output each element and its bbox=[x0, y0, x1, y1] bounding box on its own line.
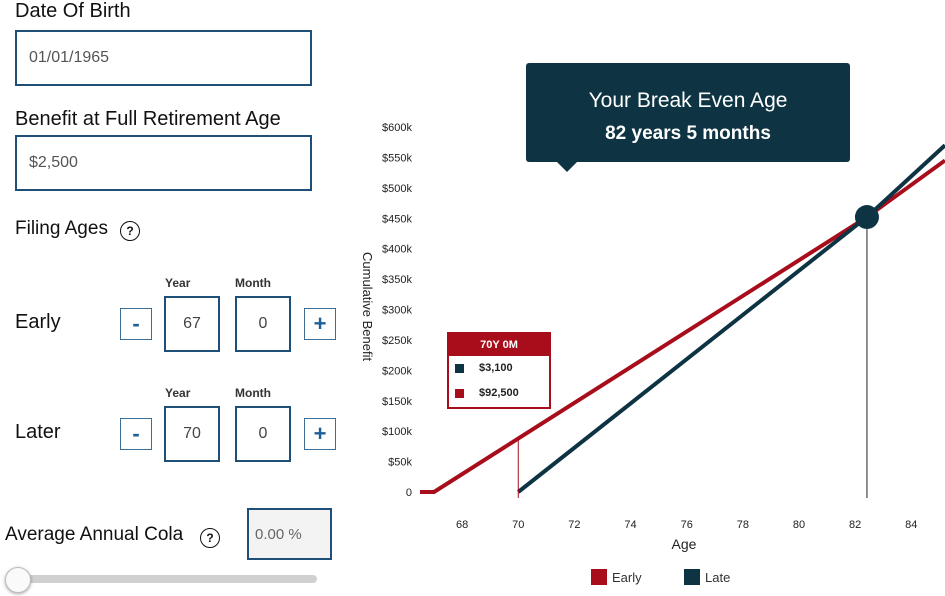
later-decrement-button[interactable]: - bbox=[120, 418, 152, 450]
y-tick-label: $350k bbox=[382, 274, 412, 286]
cola-value: 0.00 % bbox=[255, 525, 302, 543]
legend-early-swatch bbox=[591, 569, 607, 585]
break-even-value: 82 years 5 months bbox=[605, 123, 771, 144]
y-tick-label: $200k bbox=[382, 365, 412, 377]
benefit-input[interactable]: $2,500 bbox=[15, 135, 312, 191]
y-tick-label: $150k bbox=[382, 396, 412, 408]
early-decrement-button[interactable]: - bbox=[120, 308, 152, 340]
legend-late[interactable]: Late bbox=[684, 569, 730, 585]
y-tick-label: $450k bbox=[382, 213, 412, 225]
hover-early-value: $92,500 bbox=[479, 387, 519, 399]
hover-tooltip-header: 70Y 0M bbox=[449, 334, 549, 356]
x-tick-label: 76 bbox=[681, 519, 693, 531]
y-tick-label: $300k bbox=[382, 305, 412, 317]
early-increment-button[interactable]: + bbox=[304, 308, 336, 340]
y-tick-label: $550k bbox=[382, 152, 412, 164]
hover-late-value: $3,100 bbox=[479, 362, 513, 374]
filing-ages-help-icon[interactable]: ? bbox=[120, 221, 140, 241]
legend-early[interactable]: Early bbox=[591, 569, 642, 585]
legend-late-swatch bbox=[684, 569, 700, 585]
early-year-header: Year bbox=[165, 276, 191, 290]
early-label: Early bbox=[15, 311, 61, 333]
early-month-header: Month bbox=[235, 276, 271, 290]
x-tick-label: 68 bbox=[456, 519, 468, 531]
later-increment-button[interactable]: + bbox=[304, 418, 336, 450]
hover-tooltip-row-late: $3,100 bbox=[449, 356, 549, 381]
y-axis-label: Cumulative Benefit bbox=[360, 252, 375, 361]
early-swatch bbox=[455, 389, 464, 398]
later-year-input[interactable]: 70 bbox=[164, 406, 220, 462]
x-tick-label: 70 bbox=[512, 519, 524, 531]
series-line-early bbox=[420, 158, 945, 494]
later-label: Later bbox=[15, 421, 61, 443]
tooltip-pointer bbox=[557, 162, 577, 172]
cola-help-icon[interactable]: ? bbox=[200, 528, 220, 548]
x-tick-label: 74 bbox=[624, 519, 636, 531]
later-month-header: Month bbox=[235, 386, 271, 400]
y-tick-label: $100k bbox=[382, 426, 412, 438]
x-tick-label: 84 bbox=[905, 519, 917, 531]
benefit-label: Benefit at Full Retirement Age bbox=[15, 108, 281, 130]
dob-input[interactable]: 01/01/1965 bbox=[15, 30, 312, 86]
x-tick-label: 78 bbox=[737, 519, 749, 531]
later-month-input[interactable]: 0 bbox=[235, 406, 291, 462]
cola-input[interactable]: 0.00 % bbox=[247, 508, 332, 560]
y-tick-label: $600k bbox=[382, 122, 412, 134]
break-even-tooltip: Your Break Even Age 82 years 5 months bbox=[526, 63, 850, 162]
benefit-value: $2,500 bbox=[29, 154, 78, 171]
later-year-header: Year bbox=[165, 386, 191, 400]
x-tick-label: 80 bbox=[793, 519, 805, 531]
legend-early-label: Early bbox=[612, 569, 642, 585]
hover-tooltip-row-early: $92,500 bbox=[449, 381, 549, 406]
dob-label: Date Of Birth bbox=[15, 0, 131, 22]
y-tick-label: 0 bbox=[406, 487, 412, 499]
y-tick-label: $500k bbox=[382, 183, 412, 195]
x-axis-label: Age bbox=[672, 536, 697, 552]
y-tick-label: $50k bbox=[388, 457, 412, 469]
cola-slider-track[interactable] bbox=[10, 575, 317, 583]
x-tick-label: 72 bbox=[568, 519, 580, 531]
cola-label: Average Annual Cola bbox=[5, 524, 184, 545]
break-even-marker[interactable] bbox=[854, 205, 879, 230]
legend-late-label: Late bbox=[705, 569, 731, 585]
late-swatch bbox=[455, 364, 464, 373]
early-month-input[interactable]: 0 bbox=[235, 296, 291, 352]
x-tick-label: 82 bbox=[849, 519, 861, 531]
early-year-input[interactable]: 67 bbox=[164, 296, 220, 352]
series-line-late bbox=[517, 143, 945, 494]
y-tick-label: $400k bbox=[382, 244, 412, 256]
y-tick-label: $250k bbox=[382, 335, 412, 347]
filing-ages-label: Filing Ages bbox=[15, 218, 108, 239]
hover-tooltip: 70Y 0M $3,100 $92,500 bbox=[447, 332, 551, 409]
dob-value: 01/01/1965 bbox=[29, 49, 110, 66]
break-even-title: Your Break Even Age bbox=[588, 89, 788, 112]
cola-slider-thumb[interactable] bbox=[5, 567, 31, 593]
